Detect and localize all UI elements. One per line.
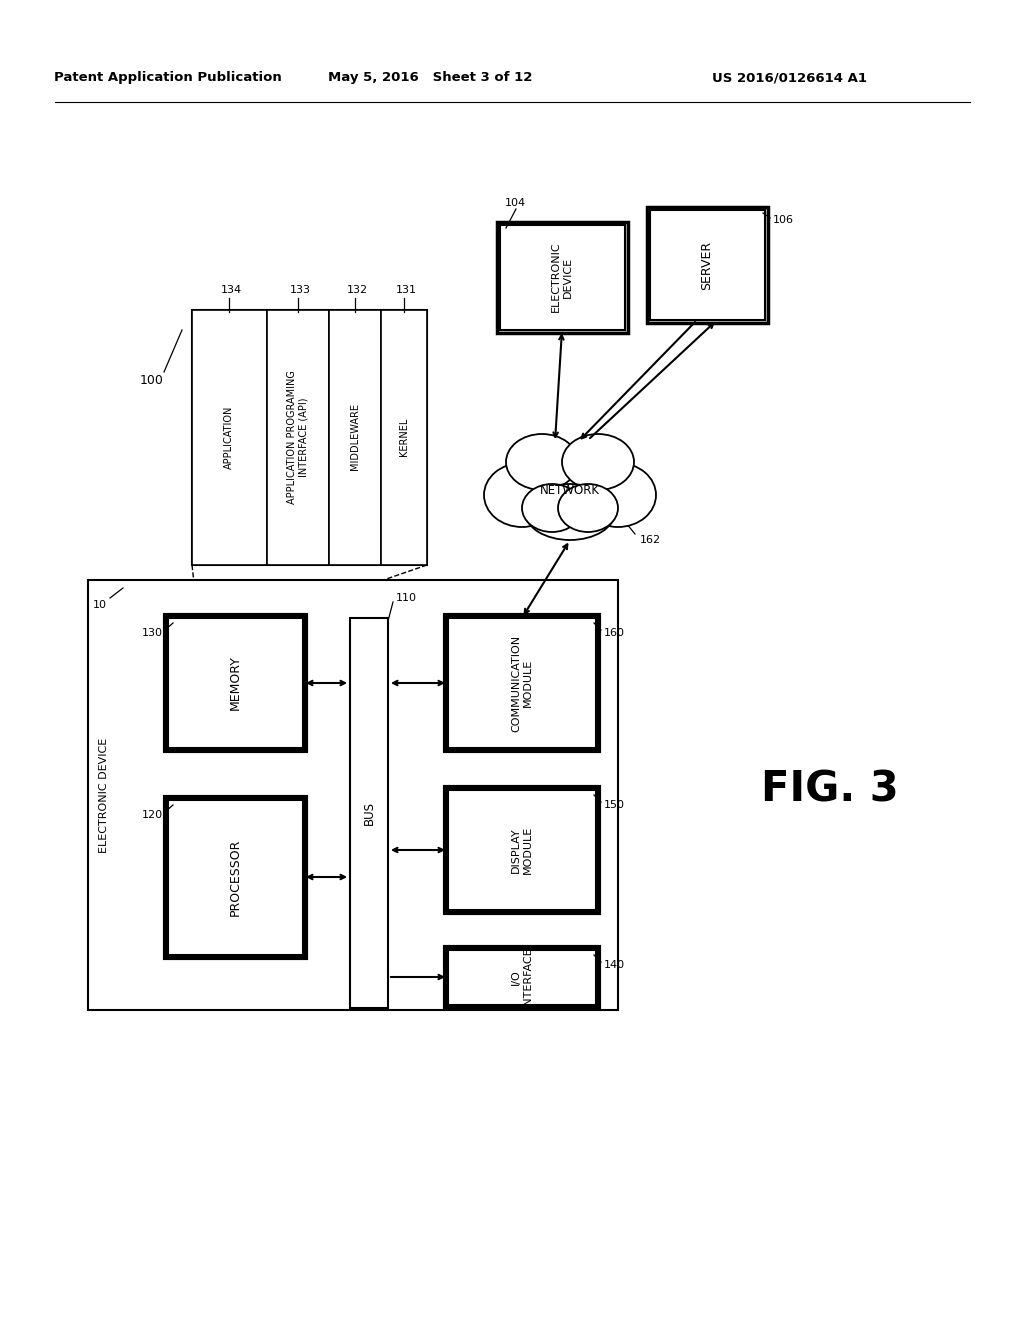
- Text: MEMORY: MEMORY: [228, 656, 242, 710]
- Bar: [497, 222, 628, 333]
- Ellipse shape: [522, 484, 582, 532]
- Text: MIDDLEWARE: MIDDLEWARE: [350, 404, 360, 470]
- Bar: [381, 310, 427, 565]
- Text: PROCESSOR: PROCESSOR: [228, 838, 242, 916]
- Ellipse shape: [515, 447, 625, 532]
- Text: 110: 110: [396, 593, 417, 603]
- Bar: [88, 579, 618, 1010]
- Text: 160: 160: [604, 628, 625, 638]
- Bar: [449, 618, 596, 748]
- Text: FIG. 3: FIG. 3: [761, 770, 899, 810]
- Text: 131: 131: [395, 285, 417, 294]
- Text: 104: 104: [505, 198, 526, 209]
- Bar: [500, 224, 625, 330]
- Text: APPLICATION: APPLICATION: [224, 405, 234, 469]
- Ellipse shape: [484, 463, 560, 527]
- Text: SERVER: SERVER: [700, 240, 714, 289]
- Ellipse shape: [580, 463, 656, 527]
- Text: DISPLAY
MODULE: DISPLAY MODULE: [511, 826, 532, 874]
- Ellipse shape: [525, 484, 615, 540]
- Bar: [445, 787, 599, 913]
- Bar: [168, 618, 303, 748]
- Bar: [650, 210, 765, 319]
- Bar: [193, 310, 427, 565]
- Text: 100: 100: [140, 374, 164, 387]
- Ellipse shape: [506, 434, 578, 490]
- Text: 130: 130: [142, 628, 163, 638]
- Bar: [329, 310, 381, 565]
- Bar: [449, 789, 596, 909]
- Bar: [193, 310, 267, 565]
- Text: 134: 134: [220, 285, 242, 294]
- Text: 132: 132: [346, 285, 368, 294]
- Bar: [350, 618, 388, 1008]
- Text: US 2016/0126614 A1: US 2016/0126614 A1: [713, 71, 867, 84]
- Text: 133: 133: [290, 285, 310, 294]
- Text: ELECTRONIC
DEVICE: ELECTRONIC DEVICE: [551, 242, 572, 313]
- Text: ELECTRONIC DEVICE: ELECTRONIC DEVICE: [99, 738, 109, 853]
- Text: May 5, 2016   Sheet 3 of 12: May 5, 2016 Sheet 3 of 12: [328, 71, 532, 84]
- Text: 106: 106: [773, 215, 794, 224]
- Bar: [445, 946, 599, 1008]
- Text: I/O
INTERFACE: I/O INTERFACE: [511, 946, 532, 1007]
- Text: 162: 162: [640, 535, 662, 545]
- Text: 10: 10: [93, 601, 106, 610]
- Text: 120: 120: [142, 810, 163, 820]
- Bar: [165, 797, 306, 958]
- Text: KERNEL: KERNEL: [399, 418, 409, 457]
- Text: BUS: BUS: [362, 801, 376, 825]
- Ellipse shape: [562, 434, 634, 490]
- Bar: [168, 800, 303, 954]
- Text: COMMUNICATION
MODULE: COMMUNICATION MODULE: [511, 635, 532, 731]
- Bar: [449, 950, 596, 1005]
- Ellipse shape: [558, 484, 618, 532]
- Text: 150: 150: [604, 800, 625, 810]
- Text: Patent Application Publication: Patent Application Publication: [54, 71, 282, 84]
- Bar: [647, 207, 768, 323]
- Bar: [165, 615, 306, 751]
- Text: NETWORK: NETWORK: [540, 483, 600, 496]
- Text: 140: 140: [604, 960, 625, 970]
- Bar: [267, 310, 329, 565]
- Bar: [445, 615, 599, 751]
- Text: APPLICATION PROGRAMING
INTERFACE (API): APPLICATION PROGRAMING INTERFACE (API): [287, 370, 309, 504]
